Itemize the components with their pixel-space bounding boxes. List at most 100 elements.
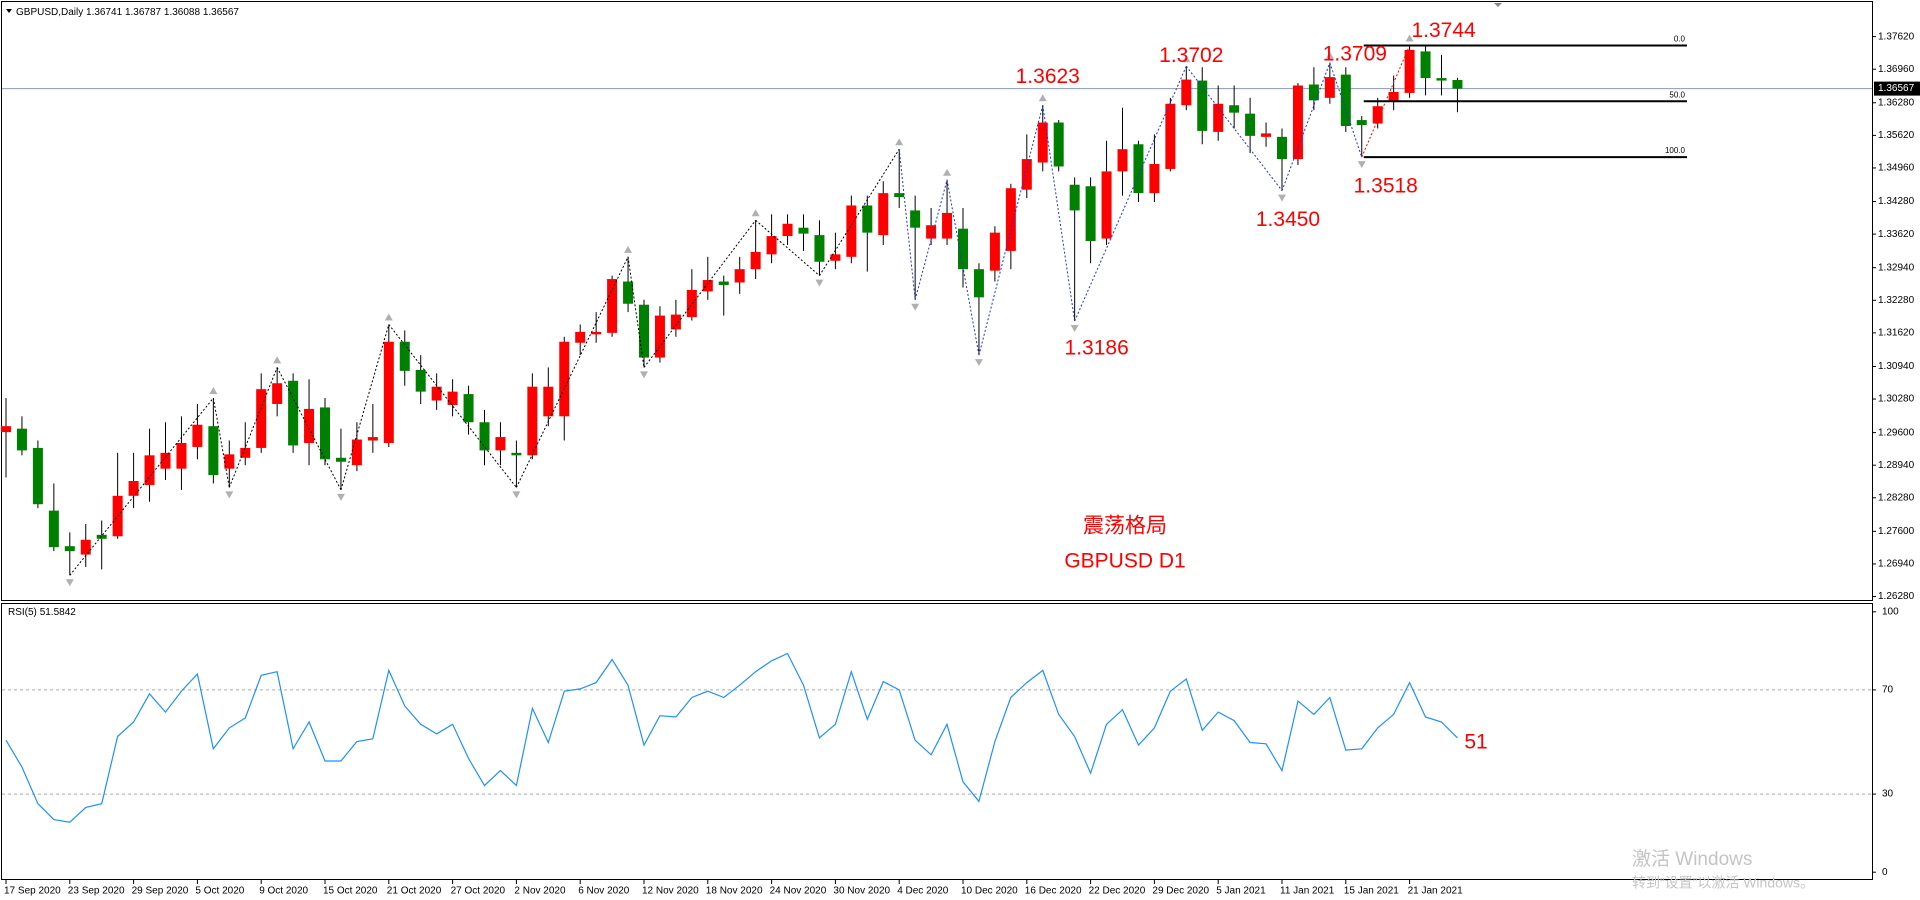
low: 1.36088	[164, 7, 201, 18]
x-tick-label: 30 Nov 2020	[833, 886, 890, 897]
candle-body	[479, 422, 490, 451]
candle-body	[64, 546, 75, 552]
candle-body	[607, 279, 618, 333]
y-tick-label: 1.27600	[1878, 526, 1915, 537]
zigzag	[276, 367, 342, 491]
candle-body	[591, 331, 602, 335]
zigzag	[627, 256, 645, 368]
fractal-arrow	[624, 245, 633, 253]
x-tick-label: 23 Sep 2020	[68, 886, 125, 897]
price-label: 1.3744	[1411, 19, 1476, 42]
y-tick-label: 0	[1882, 867, 1888, 878]
y-tick-label: 1.31620	[1878, 328, 1915, 339]
candle-body	[973, 269, 984, 298]
candle-body	[128, 481, 139, 496]
fib-label: 100.0	[1665, 146, 1686, 155]
candle-body	[989, 232, 1000, 271]
candle-body	[1149, 164, 1160, 194]
candle-body	[511, 452, 522, 456]
zigzag	[1329, 62, 1363, 158]
candle-body	[48, 510, 59, 548]
candle-body	[1436, 78, 1447, 81]
candle-body	[559, 341, 570, 417]
x-tick-label: 21 Jan 2021	[1408, 886, 1463, 897]
candle-body	[686, 289, 697, 318]
candle-body	[1165, 103, 1176, 169]
candle-body	[1197, 80, 1208, 131]
y-tick-label: 1.28280	[1878, 492, 1915, 503]
candle-body	[1340, 74, 1351, 126]
candle-body	[1292, 85, 1303, 160]
rsi-title: RSI(5)	[8, 607, 37, 618]
candle-body	[32, 447, 43, 505]
candle-body	[224, 454, 235, 469]
fractal-arrow	[1278, 194, 1286, 202]
candle-body	[670, 314, 681, 330]
candle-body	[926, 225, 937, 239]
x-tick-label: 9 Oct 2020	[259, 886, 308, 897]
x-tick-label: 21 Oct 2020	[387, 886, 442, 897]
candle-body	[192, 424, 203, 447]
candle-body	[1452, 80, 1463, 89]
candle-body	[351, 439, 362, 466]
watermark: 激活 Windows	[1632, 848, 1752, 870]
x-tick-label: 15 Jan 2021	[1344, 886, 1399, 897]
fractal-arrow	[273, 356, 282, 364]
candle-body	[527, 386, 538, 456]
x-tick-label: 18 Nov 2020	[706, 886, 763, 897]
candle-body	[1005, 188, 1016, 251]
zigzag	[946, 179, 980, 356]
candle-body	[1069, 184, 1080, 211]
candle-body	[1404, 49, 1415, 93]
x-tick-label: 16 Dec 2020	[1025, 886, 1082, 897]
candle-body	[702, 280, 713, 292]
candle-body	[447, 391, 458, 405]
y-tick-label: 1.28940	[1878, 460, 1915, 471]
main-panel	[1, 1, 1873, 601]
annotation: 震荡格局	[1083, 515, 1167, 538]
fractal-arrow	[640, 371, 648, 379]
x-tick-label: 29 Dec 2020	[1152, 886, 1209, 897]
open: 1.36741	[86, 7, 123, 18]
zigzag	[212, 397, 230, 488]
high: 1.36787	[125, 7, 162, 18]
candle-body	[96, 534, 107, 539]
fractal-arrow	[943, 168, 952, 176]
candle-body	[208, 426, 219, 476]
candle-body	[1021, 159, 1032, 190]
candle-body	[1037, 122, 1048, 163]
x-tick-label: 5 Jan 2021	[1216, 886, 1266, 897]
y-tick-label: 70	[1882, 685, 1894, 696]
y-tick-label: 1.35620	[1878, 130, 1915, 141]
candle-body	[862, 205, 873, 233]
y-tick-label: 1.30940	[1878, 361, 1915, 372]
x-tick-label: 5 Oct 2020	[195, 886, 244, 897]
x-tick-label: 17 Sep 2020	[4, 886, 61, 897]
candle-body	[910, 210, 921, 228]
candle-body	[1388, 91, 1399, 102]
y-tick-label: 1.36960	[1878, 64, 1915, 75]
fractal-arrow	[1357, 161, 1366, 169]
zigzag	[515, 256, 629, 488]
candle-body	[750, 251, 761, 270]
candle-body	[1229, 105, 1240, 113]
price-label: 1.3709	[1323, 42, 1387, 65]
fractal-arrow	[336, 493, 345, 501]
rsi-last: 51.5842	[40, 607, 77, 618]
zigzag	[978, 105, 1044, 356]
y-tick-label: 1.32940	[1878, 262, 1915, 273]
x-tick-label: 11 Jan 2021	[1280, 886, 1335, 897]
x-tick-label: 29 Sep 2020	[132, 886, 189, 897]
candle-body	[367, 437, 378, 441]
candle-body	[814, 235, 825, 262]
price-label: 1.3450	[1256, 208, 1320, 231]
candle-body	[942, 212, 953, 239]
fractal-arrow	[895, 138, 904, 146]
zigzag	[388, 324, 517, 488]
y-tick-label: 1.34280	[1878, 196, 1915, 207]
x-tick-label: 2 Nov 2020	[514, 886, 566, 897]
candle-body	[335, 457, 346, 462]
candle-body	[639, 304, 649, 358]
candle-body	[1053, 122, 1064, 167]
